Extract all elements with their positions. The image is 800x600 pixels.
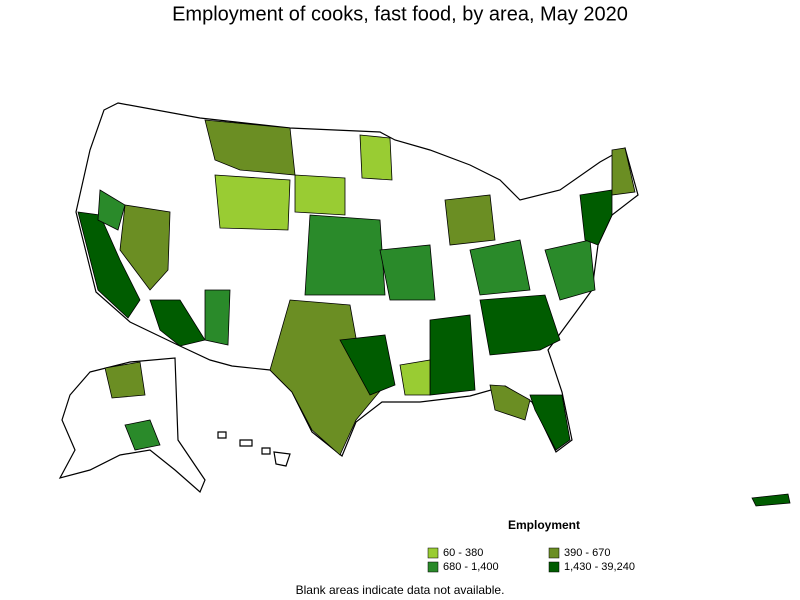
map-region — [204, 289, 231, 346]
map-region — [379, 244, 436, 301]
hawaii-outline — [273, 451, 291, 467]
legend-swatch — [548, 561, 560, 573]
legend-label: 60 - 380 — [443, 547, 483, 559]
legend-swatch — [427, 561, 439, 573]
legend-title: Employment — [508, 518, 580, 532]
legend-swatch — [548, 547, 560, 559]
map-region — [124, 419, 161, 451]
hawaii-outline — [261, 447, 271, 455]
map — [58, 102, 791, 507]
hawaii-outline — [217, 431, 227, 439]
footnote: Blank areas indicate data not available. — [296, 583, 505, 597]
map-region — [269, 299, 386, 456]
map-region — [479, 294, 561, 356]
legend-swatch — [427, 547, 439, 559]
map-region — [544, 239, 596, 301]
map-region — [104, 361, 146, 399]
map-region — [444, 194, 496, 246]
map-region — [529, 394, 571, 451]
map-region — [304, 214, 386, 296]
map-region — [611, 147, 636, 196]
map-region — [149, 299, 206, 347]
legend: Employment 60 - 380 390 - 670 680 - 1,400 1… — [427, 518, 635, 573]
map-region — [429, 314, 476, 396]
map-region — [359, 134, 393, 181]
map-region — [204, 119, 296, 176]
legend-label: 1,430 - 39,240 — [564, 561, 635, 573]
map-region — [751, 493, 791, 507]
map-region — [579, 189, 613, 246]
legend-label: 680 - 1,400 — [443, 561, 499, 573]
map-title: Employment of cooks, fast food, by area,… — [172, 3, 628, 25]
map-region — [294, 174, 346, 216]
legend-label: 390 - 670 — [564, 547, 610, 559]
map-region — [469, 239, 531, 296]
map-region — [489, 384, 531, 421]
map-region — [214, 174, 291, 231]
map-region — [339, 334, 396, 396]
map-region — [119, 204, 171, 291]
hawaii-outline — [239, 439, 253, 447]
map-region — [97, 189, 126, 231]
map-region — [399, 359, 431, 396]
